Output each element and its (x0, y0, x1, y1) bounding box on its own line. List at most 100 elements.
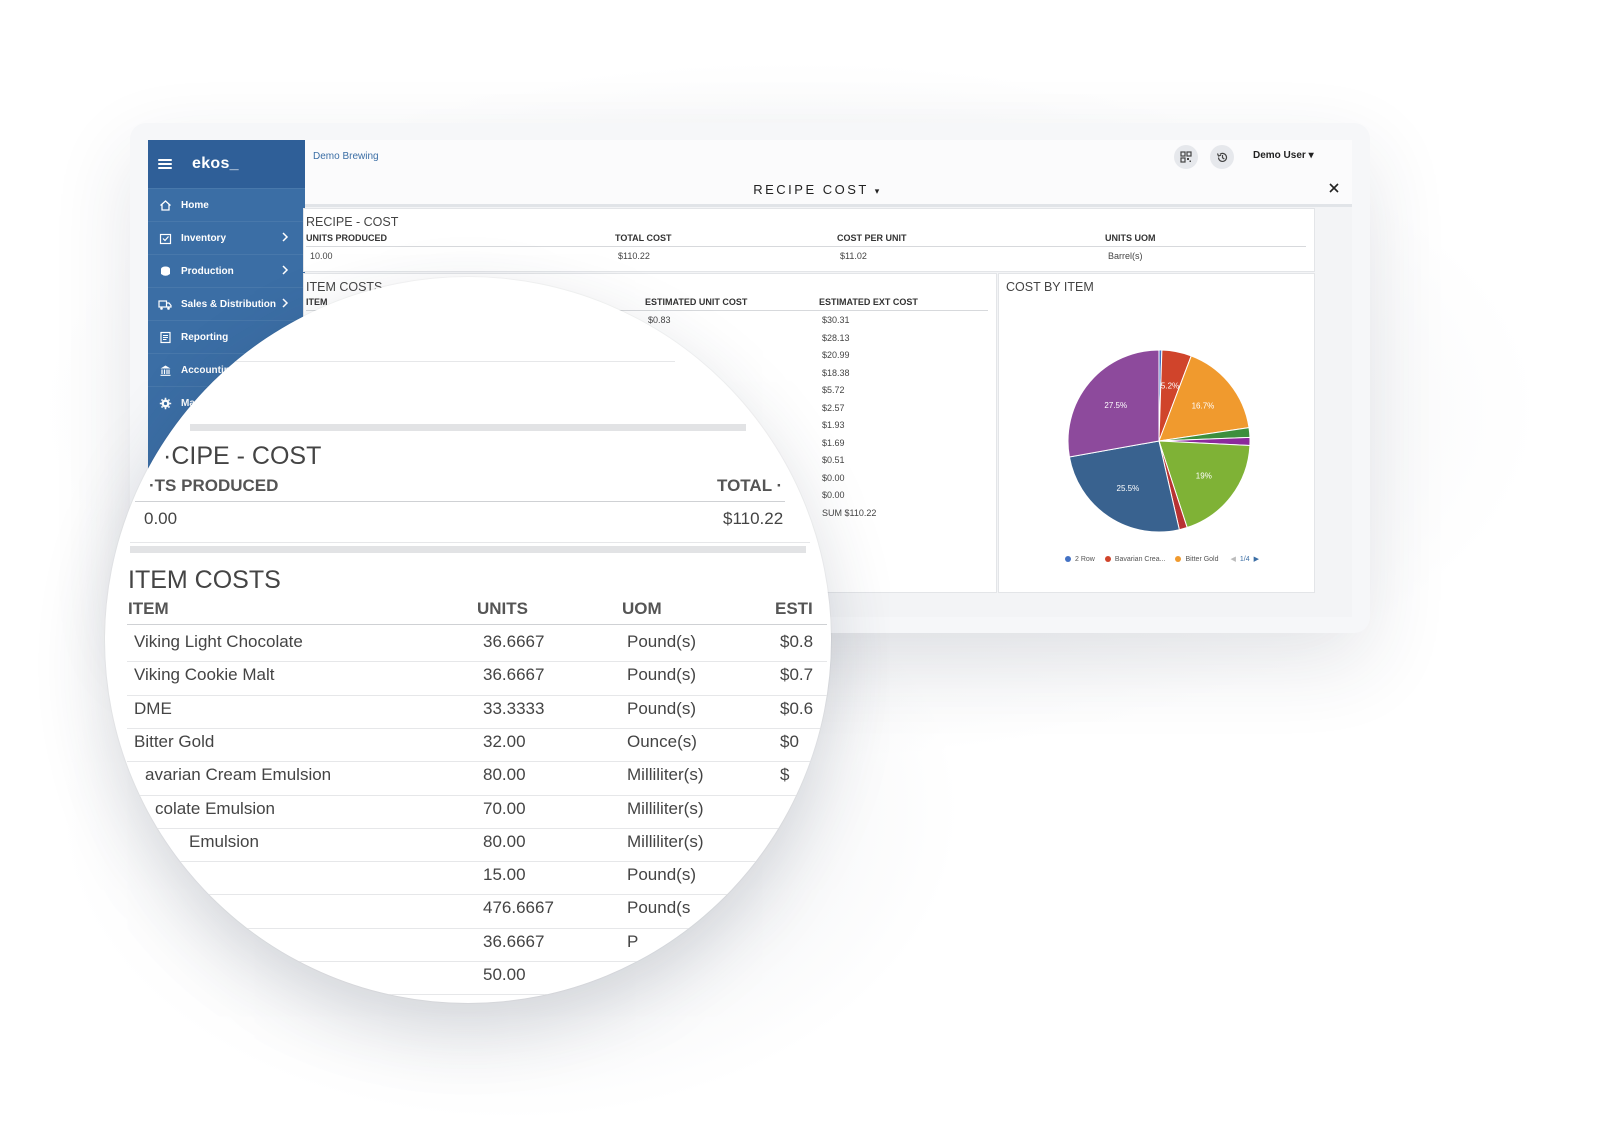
menu-icon[interactable] (158, 159, 172, 169)
company-link[interactable]: Demo Brewing (313, 151, 379, 162)
zoom-cell-units: 15.00 (483, 865, 526, 885)
zoom-cell-units: 70.00 (483, 798, 526, 818)
caret-down-icon: ▾ (1308, 150, 1314, 161)
legend-item: Bitter Gold (1185, 555, 1219, 563)
chevron-right-icon (282, 265, 289, 275)
zoom-est-header: ESTI (775, 599, 813, 618)
logo: ekos_ (192, 155, 239, 172)
zoom-cell-item: Bitter Gold (134, 731, 215, 751)
sidebar-item-label: Reporting (181, 331, 229, 343)
unit-cost-cell: $0.83 (648, 315, 671, 325)
recipe-cost-title: RECIPE - COST (306, 215, 399, 229)
zoom-cell-est: $0.7 (780, 665, 814, 685)
zoom-cell-item: avarian Cream Emulsion (145, 765, 332, 785)
grid-icon[interactable] (1174, 145, 1198, 169)
ext-cost-cell: SUM $110.22 (822, 507, 877, 518)
zoom-cell-uom: Pound(s) (627, 632, 696, 651)
zoom-cell-units: 50.00 (483, 965, 526, 984)
top-bar: Demo Brewing Demo User ▾ (305, 140, 1352, 175)
legend-item: Bavarian Crea... (1114, 555, 1166, 563)
zoom-cell-item: Viking Cookie Malt (134, 665, 275, 685)
legend-swatch (1175, 556, 1182, 562)
section-divider (190, 424, 746, 431)
cost-by-item-title: COST BY ITEM (1006, 280, 1094, 294)
chart-legend: 2 Row Bavarian Crea... Bitter Gold ◀ 1/4… (1065, 555, 1259, 563)
history-icon[interactable] (1210, 145, 1234, 169)
sidebar-item-label: Accounting & (181, 364, 246, 376)
row-divider (127, 694, 827, 696)
page-title: RECIPE COST (753, 182, 869, 197)
zoom-cell-item: Viking Light Chocolate (134, 632, 303, 651)
zoom-cell-uom: Pound(s (627, 898, 691, 918)
page-title-dropdown[interactable]: RECIPE COST ▾ (305, 182, 1330, 197)
pie-slice[interactable] (1158, 355, 1250, 442)
zoom-cell-item: DME (134, 698, 172, 718)
zoom-total-header: TOTAL · (717, 476, 783, 495)
pie-slice-label: 25.5% (1117, 484, 1140, 493)
divider (127, 624, 827, 625)
ext-cost-cell: $2.57 (822, 402, 845, 413)
section-divider (130, 546, 806, 553)
legend-next-icon[interactable]: ▶ (1253, 556, 1260, 563)
row-divider (127, 761, 827, 763)
zoom-cell-units: 36.6667 (483, 931, 545, 951)
ext-cost-cell: $18.38 (822, 367, 850, 378)
item-costs-title: ITEM COSTS (306, 280, 383, 294)
sidebar-item-label: Inventory (181, 232, 227, 244)
truck-icon (158, 297, 172, 311)
ext-cost-cell: $28.13 (822, 332, 850, 343)
sidebar-item-home[interactable]: Home (148, 188, 305, 221)
sidebar-item-production[interactable]: Production (148, 254, 305, 287)
zoom-cell-units: 80.00 (483, 831, 526, 851)
ext-cost-cell: $0.00 (822, 490, 845, 500)
zoom-units-header: ·TS PRODUCED (149, 476, 279, 495)
zoom-cell-uom: Pound(s) (627, 665, 696, 685)
close-icon[interactable] (1326, 180, 1342, 196)
row-divider (127, 927, 827, 929)
sidebar-header: ekos_ (148, 140, 305, 188)
user-name: Demo User (1253, 150, 1306, 161)
zoom-cell-uom: P (627, 931, 639, 951)
ext-cost-cell: $1.93 (822, 420, 845, 430)
zoom-cell-uom: Pound(s) (627, 865, 696, 885)
units-produced-value: 10.00 (310, 251, 333, 261)
zoom-cell-units: 476.6667 (483, 898, 554, 918)
pie-slice[interactable] (1067, 349, 1160, 458)
legend-pager: 1/4 (1239, 555, 1250, 563)
zoom-cell-est: $0 (780, 731, 799, 751)
ext-cost-cell: $0.51 (822, 455, 845, 465)
pie-slice-label: 27.5% (1104, 401, 1127, 410)
row-divider (127, 961, 827, 962)
home-icon (158, 198, 172, 212)
units-uom-header: UNITS UOM (1105, 233, 1156, 243)
legend-prev-icon[interactable]: ◀ (1230, 556, 1236, 563)
sidebar-item-sales-distribution[interactable]: Sales & Distribution (148, 287, 305, 320)
zoom-cell-item: colate Emulsion (155, 798, 276, 818)
cost-per-unit-header: COST PER UNIT (837, 233, 907, 243)
user-menu[interactable]: Demo User ▾ (1253, 150, 1314, 161)
pie-slice[interactable] (1068, 440, 1180, 533)
sidebar-item-label: Home (181, 199, 209, 211)
inventory-icon (158, 231, 172, 245)
gear-icon (158, 396, 172, 410)
ext-cost-cell: $1.69 (822, 437, 845, 448)
pie-slice-label: 16.7% (1192, 402, 1215, 411)
sidebar-item-label: Sales & Distribution (181, 298, 277, 310)
zoom-cell-units: 36.6667 (483, 632, 545, 651)
cost-by-item-panel: COST BY ITEM 5.2% 16.7% 19% 25.5% 27.5% 2 Ro… (998, 273, 1315, 593)
ext-cost-cell: $30.31 (822, 315, 850, 325)
sidebar-item-inventory[interactable]: Inventory (148, 221, 305, 254)
zoom-cell-item: Emulsion (189, 831, 259, 851)
zoom-cell-units: 32.00 (483, 731, 526, 751)
cost-per-unit-value: $11.02 (840, 251, 867, 261)
zoom-cell-uom: Ounce(s) (627, 731, 697, 751)
unit-cost-header: ESTIMATED UNIT COST (645, 297, 748, 307)
row-divider (127, 727, 827, 729)
legend-item: 2 Row (1075, 555, 1095, 563)
sidebar-item-accounting[interactable]: Accounting & (148, 353, 305, 386)
total-cost-value: $110.22 (618, 251, 650, 261)
units-uom-value: Barrel(s) (1108, 251, 1143, 261)
row-divider (127, 661, 827, 663)
pie-slice[interactable] (1158, 440, 1251, 529)
caret-down-icon: ▾ (874, 186, 882, 196)
